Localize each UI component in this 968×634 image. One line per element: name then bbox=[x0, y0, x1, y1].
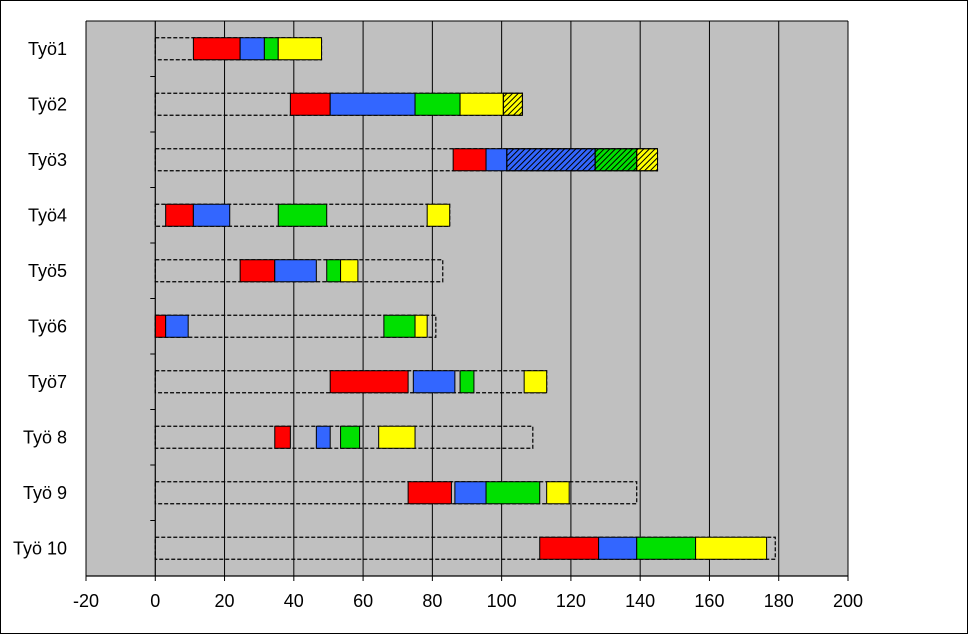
task-segment-blue bbox=[192, 203, 231, 227]
task-row bbox=[154, 259, 444, 283]
x-tick-label: 200 bbox=[833, 591, 863, 611]
task-segment-hatch bbox=[506, 148, 596, 172]
task-segment-green bbox=[636, 536, 697, 560]
task-segment-red bbox=[192, 37, 241, 61]
category-label: Työ 9 bbox=[23, 483, 67, 503]
x-tick-label: 0 bbox=[150, 591, 160, 611]
category-label: Työ5 bbox=[28, 261, 67, 281]
axes-layer bbox=[85, 20, 849, 577]
task-segment-yellow bbox=[546, 481, 570, 505]
x-tick-label: 80 bbox=[422, 591, 442, 611]
x-tick-label: 160 bbox=[694, 591, 724, 611]
task-segment-green bbox=[459, 370, 475, 394]
task-segment-blue bbox=[165, 314, 189, 338]
task-segment-green bbox=[277, 203, 328, 227]
task-segment-red bbox=[165, 203, 194, 227]
task-segment-green bbox=[326, 259, 342, 283]
task-segment-green bbox=[414, 92, 461, 116]
task-segment-blue bbox=[454, 481, 487, 505]
task-segment-red bbox=[329, 370, 409, 394]
category-label: Työ7 bbox=[28, 372, 67, 392]
x-tick-label: 20 bbox=[215, 591, 235, 611]
task-segment-blue bbox=[274, 259, 317, 283]
x-tick-labels: -20 0 20 40 60 80 100 120 140 160 180 200 bbox=[73, 576, 863, 611]
task-segment-blue bbox=[412, 370, 456, 394]
category-label: Työ1 bbox=[28, 39, 67, 59]
task-segment-red bbox=[289, 92, 331, 116]
category-label: Työ 10 bbox=[13, 538, 67, 558]
task-segment-green bbox=[485, 481, 541, 505]
task-segment-blue bbox=[598, 536, 638, 560]
x-tick-label: -20 bbox=[73, 591, 99, 611]
task-segment-red bbox=[239, 259, 276, 283]
task-segment-blue bbox=[239, 37, 265, 61]
task-segment-blue bbox=[315, 425, 331, 449]
task-segment-yellow bbox=[695, 536, 768, 560]
category-label: Työ 8 bbox=[23, 427, 67, 447]
task-segment-red bbox=[539, 536, 600, 560]
category-label: Työ6 bbox=[28, 316, 67, 336]
task-segment-green bbox=[340, 425, 361, 449]
task-segment-yellow bbox=[459, 92, 504, 116]
task-segment-green bbox=[263, 37, 279, 61]
x-tick-label: 40 bbox=[284, 591, 304, 611]
task-segment-red bbox=[274, 425, 291, 449]
task-segment-yellow bbox=[523, 370, 548, 394]
task-row bbox=[154, 203, 451, 227]
task-row bbox=[154, 148, 659, 172]
task-row bbox=[154, 37, 323, 61]
task-segment-blue bbox=[329, 92, 416, 116]
task-segment-red bbox=[452, 148, 487, 172]
task-segment-yellow bbox=[277, 37, 323, 61]
task-segment-green bbox=[383, 314, 416, 338]
category-label: Työ2 bbox=[28, 94, 67, 114]
x-tick-label: 60 bbox=[353, 591, 373, 611]
task-segment-blue bbox=[485, 148, 508, 172]
task-outline bbox=[154, 481, 638, 505]
task-segment-yellow bbox=[414, 314, 428, 338]
task-row bbox=[154, 370, 548, 394]
category-label: Työ4 bbox=[28, 205, 67, 225]
task-segment-red bbox=[407, 481, 452, 505]
task-segment-yellow bbox=[340, 259, 359, 283]
task-segment-yellow bbox=[426, 203, 451, 227]
x-tick-label: 100 bbox=[487, 591, 517, 611]
task-segment-hatch bbox=[594, 148, 638, 172]
task-segment-red bbox=[154, 314, 167, 338]
x-tick-label: 140 bbox=[625, 591, 655, 611]
task-segment-hatch bbox=[502, 92, 523, 116]
task-row bbox=[154, 481, 638, 505]
task-row bbox=[154, 536, 776, 560]
task-row bbox=[154, 92, 524, 116]
category-label: Työ3 bbox=[28, 150, 67, 170]
task-segment-yellow bbox=[378, 425, 416, 449]
x-tick-label: 120 bbox=[556, 591, 586, 611]
task-segment-hatch bbox=[636, 148, 659, 172]
category-labels: Työ1 Työ2 Työ3 Työ4 Työ5 Työ6 Työ7 Työ 8 Työ 9 Ty… bbox=[13, 39, 67, 559]
x-tick-label: 180 bbox=[764, 591, 794, 611]
